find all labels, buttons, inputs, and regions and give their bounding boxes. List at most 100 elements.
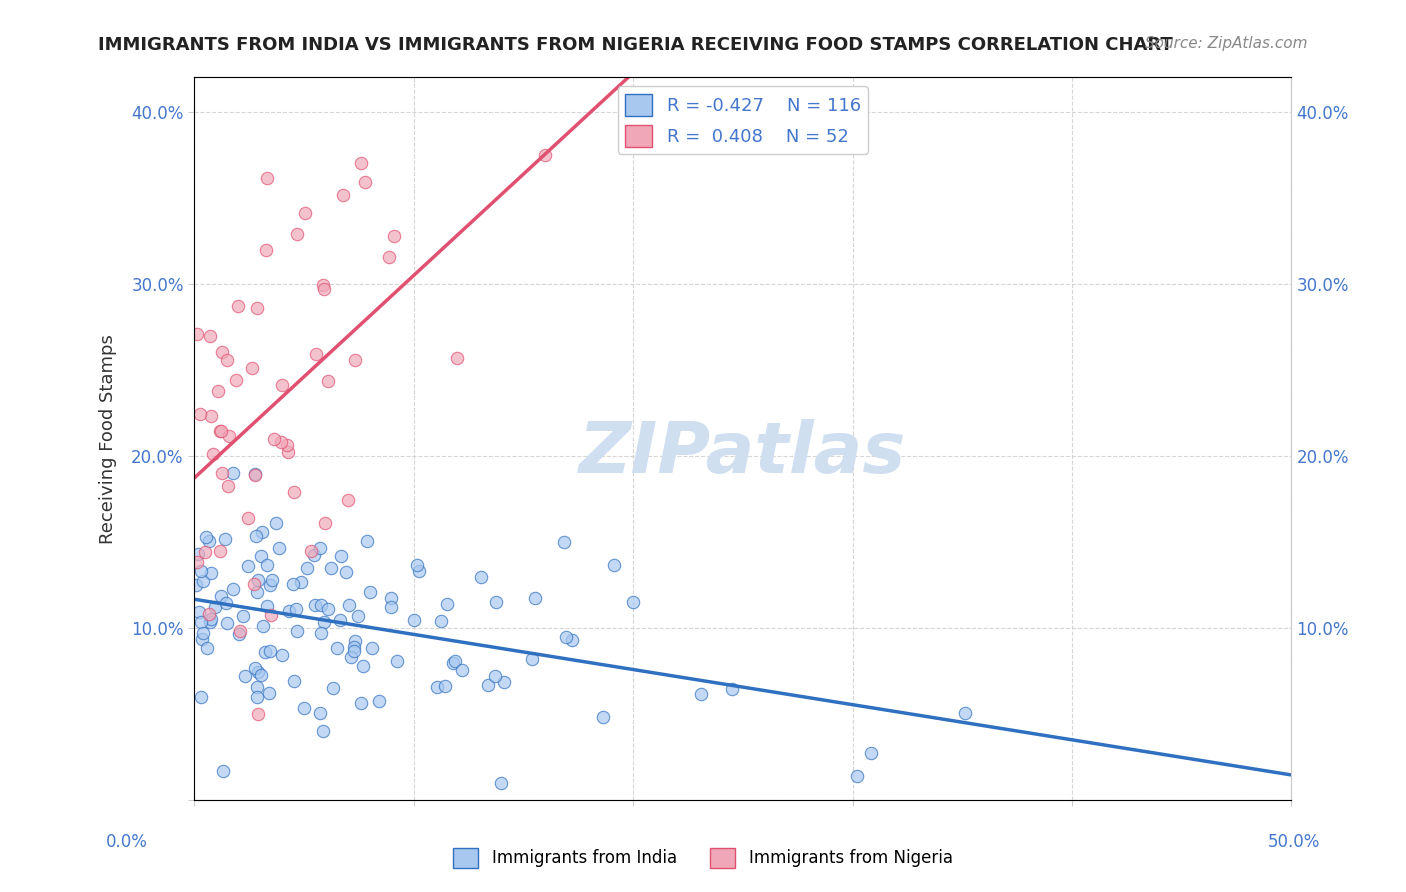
Point bbox=[294, 205, 316, 219]
Point bbox=[408, 565, 430, 579]
Point bbox=[209, 425, 232, 439]
Point bbox=[195, 641, 218, 656]
Point bbox=[270, 648, 292, 662]
Point bbox=[208, 424, 231, 438]
Point bbox=[187, 547, 209, 561]
Point bbox=[240, 360, 263, 375]
Point bbox=[312, 724, 335, 739]
Point bbox=[246, 665, 269, 679]
Point bbox=[256, 558, 278, 573]
Point bbox=[186, 578, 208, 592]
Point bbox=[207, 384, 229, 399]
Point bbox=[309, 541, 332, 555]
Point bbox=[186, 555, 208, 569]
Point bbox=[436, 597, 458, 611]
Point bbox=[520, 652, 543, 666]
Point bbox=[278, 603, 301, 617]
Point bbox=[243, 468, 266, 483]
Point bbox=[242, 576, 264, 591]
Point bbox=[187, 606, 209, 620]
Legend: R = -0.427    N = 116, R =  0.408    N = 52: R = -0.427 N = 116, R = 0.408 N = 52 bbox=[617, 87, 868, 154]
Point bbox=[555, 630, 578, 644]
Point bbox=[297, 560, 319, 574]
Point bbox=[283, 673, 305, 688]
Point bbox=[249, 549, 271, 563]
Point bbox=[250, 668, 273, 682]
Point bbox=[190, 564, 212, 578]
Point bbox=[245, 529, 267, 543]
Point bbox=[380, 591, 402, 606]
Point bbox=[204, 599, 226, 614]
Point bbox=[302, 548, 325, 562]
Point bbox=[349, 697, 371, 711]
Point bbox=[314, 516, 336, 530]
Point bbox=[259, 644, 281, 658]
Point bbox=[191, 574, 214, 588]
Point bbox=[200, 615, 222, 630]
Point bbox=[246, 680, 269, 694]
Point bbox=[256, 599, 278, 613]
Point bbox=[561, 633, 583, 648]
Point bbox=[200, 409, 222, 423]
Point bbox=[360, 641, 382, 656]
Point bbox=[264, 516, 287, 530]
Point bbox=[263, 432, 285, 446]
Point bbox=[336, 492, 359, 507]
Point bbox=[200, 612, 222, 626]
Point bbox=[191, 632, 214, 647]
Point bbox=[339, 649, 361, 664]
Point bbox=[252, 618, 274, 632]
Point bbox=[254, 243, 277, 257]
Point bbox=[378, 250, 401, 264]
Point bbox=[299, 544, 322, 558]
Point bbox=[269, 541, 291, 555]
Point bbox=[477, 678, 499, 692]
Point bbox=[250, 524, 273, 539]
Point bbox=[354, 175, 377, 189]
Point bbox=[236, 559, 259, 574]
Point bbox=[335, 566, 357, 580]
Point bbox=[346, 608, 368, 623]
Point bbox=[322, 681, 344, 695]
Point bbox=[592, 710, 614, 724]
Point bbox=[329, 549, 352, 564]
Point bbox=[450, 663, 472, 677]
Point bbox=[214, 532, 236, 546]
Text: Source: ZipAtlas.com: Source: ZipAtlas.com bbox=[1144, 36, 1308, 51]
Point bbox=[260, 607, 283, 622]
Point bbox=[621, 594, 644, 608]
Point bbox=[247, 707, 270, 722]
Point bbox=[247, 573, 270, 587]
Point bbox=[534, 148, 557, 162]
Point bbox=[217, 479, 239, 493]
Point bbox=[316, 374, 339, 388]
Point bbox=[226, 299, 249, 313]
Point bbox=[215, 596, 238, 610]
Point bbox=[485, 595, 508, 609]
Point bbox=[329, 613, 352, 627]
Point bbox=[225, 373, 247, 387]
Point bbox=[318, 602, 340, 616]
Point bbox=[186, 327, 208, 342]
Y-axis label: Receiving Food Stamps: Receiving Food Stamps bbox=[100, 334, 117, 544]
Point bbox=[955, 706, 977, 720]
Point bbox=[228, 627, 250, 641]
Point bbox=[285, 602, 308, 616]
Point bbox=[198, 329, 221, 343]
Point bbox=[290, 575, 312, 590]
Point bbox=[553, 535, 575, 549]
Point bbox=[222, 582, 245, 596]
Point bbox=[484, 668, 506, 682]
Point bbox=[367, 694, 389, 708]
Point bbox=[343, 644, 366, 658]
Point bbox=[470, 570, 492, 584]
Point bbox=[321, 560, 343, 574]
Point bbox=[243, 467, 266, 481]
Point bbox=[343, 352, 366, 367]
Text: 0.0%: 0.0% bbox=[105, 833, 148, 851]
Point bbox=[276, 438, 298, 452]
Point bbox=[426, 681, 449, 695]
Point bbox=[211, 344, 233, 359]
Point bbox=[193, 626, 215, 640]
Point bbox=[446, 351, 468, 365]
